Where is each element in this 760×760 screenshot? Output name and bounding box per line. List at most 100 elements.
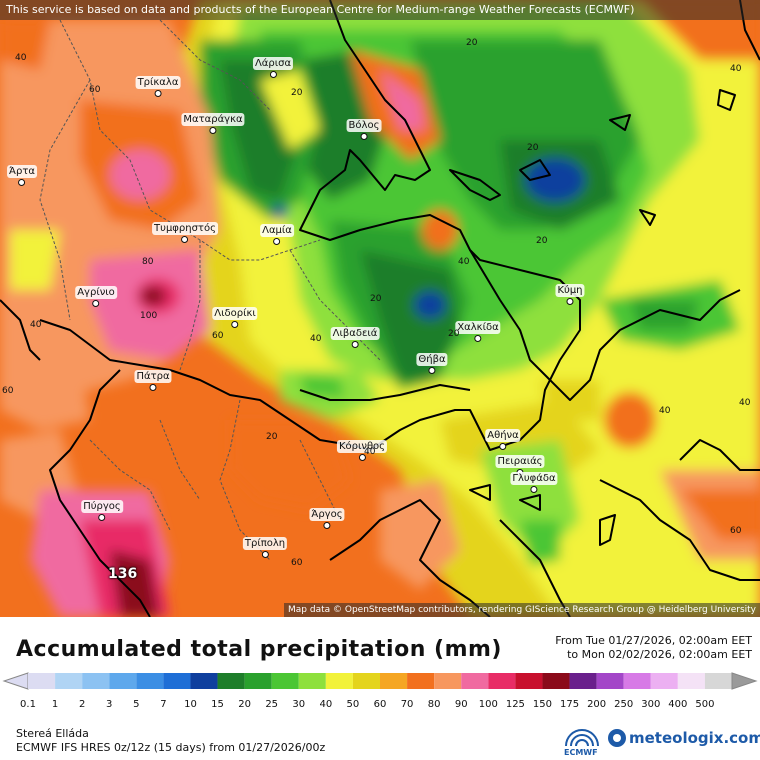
city-marker[interactable]: Τυμφρηστός xyxy=(152,222,218,243)
color-scale xyxy=(2,672,758,690)
city-marker[interactable]: Βόλος xyxy=(346,119,382,140)
city-dot xyxy=(499,443,507,450)
scale-swatch xyxy=(461,673,489,689)
city-marker[interactable]: Άργος xyxy=(309,508,345,529)
city-dot xyxy=(273,238,281,245)
city-label: Ματαράγκα xyxy=(181,113,245,126)
city-marker[interactable]: Τρίπολη xyxy=(242,537,288,558)
scale-swatch xyxy=(515,673,543,689)
city-dot xyxy=(92,300,100,307)
city-label: Τυμφρηστός xyxy=(152,222,218,235)
isoline-label: 40 xyxy=(310,334,322,344)
city-label: Βόλος xyxy=(346,119,382,132)
city-dot xyxy=(149,384,157,391)
city-label: Κόρινθος xyxy=(336,440,388,453)
city-marker[interactable]: Πάτρα xyxy=(134,370,172,391)
scale-tick-label: 0.1 xyxy=(20,699,36,710)
isoline-label: 60 xyxy=(212,331,224,341)
scale-tick-label: 90 xyxy=(454,699,468,710)
ecmwf-attribution: This service is based on data and produc… xyxy=(0,0,760,20)
meteologix-logo[interactable]: meteologix.com xyxy=(608,729,760,747)
city-marker[interactable]: Αγρίνιο xyxy=(75,286,117,307)
city-dot xyxy=(360,133,368,140)
city-dot xyxy=(474,335,482,342)
isoline-label: 60 xyxy=(89,85,101,95)
scale-tick-label: 200 xyxy=(587,699,607,710)
city-marker[interactable]: Αθήνα xyxy=(485,429,521,450)
scale-swatch xyxy=(704,673,732,689)
scale-swatch xyxy=(569,673,597,689)
scale-swatch xyxy=(623,673,651,689)
city-dot xyxy=(181,236,189,243)
city-marker[interactable]: Τρίκαλα xyxy=(135,76,181,97)
scale-swatch xyxy=(244,673,272,689)
city-dot xyxy=(98,514,106,521)
city-dot xyxy=(261,551,269,558)
scale-swatch xyxy=(82,673,110,689)
isoline-label: 60 xyxy=(2,386,14,396)
scale-tick-label: 10 xyxy=(184,699,197,710)
city-marker[interactable]: Λάρισα xyxy=(252,57,294,78)
scale-swatch xyxy=(190,673,218,689)
city-label: Λιδορίκι xyxy=(212,307,258,320)
model-info: ECMWF IFS HRES 0z/12z (15 days) from 01/… xyxy=(16,741,326,754)
scale-tick-label: 100 xyxy=(478,699,498,710)
isoline-label: 20 xyxy=(527,143,539,153)
scale-tick-label: 5 xyxy=(133,699,140,710)
city-marker[interactable]: Κύμη xyxy=(555,284,585,305)
scale-swatch xyxy=(163,673,191,689)
scale-tick-label: 7 xyxy=(160,699,167,710)
scale-swatch xyxy=(677,673,705,689)
city-marker[interactable]: Θήβα xyxy=(416,353,448,374)
city-marker[interactable]: Λιδορίκι xyxy=(212,307,258,328)
precipitation-map[interactable]: This service is based on data and produc… xyxy=(0,0,760,617)
isoline-label: 60 xyxy=(291,558,303,568)
city-label: Πειραιάς xyxy=(495,455,545,468)
isoline-label: 20 xyxy=(370,294,382,304)
city-marker[interactable]: Γλυφάδα xyxy=(510,472,558,493)
scale-tick-label: 2 xyxy=(78,699,86,710)
city-label: Τρίκαλα xyxy=(135,76,181,89)
city-label: Κύμη xyxy=(555,284,585,297)
city-marker[interactable]: Πύργος xyxy=(81,500,123,521)
period-to: to Mon 02/02/2026, 02:00am EET xyxy=(567,648,752,661)
scale-tick-label: 400 xyxy=(668,699,688,710)
isoline-label: 40 xyxy=(30,320,42,330)
city-label: Χαλκίδα xyxy=(455,321,501,334)
scale-tick-label: 25 xyxy=(265,699,279,710)
scale-tick-label: 3 xyxy=(106,699,113,710)
city-dot xyxy=(358,454,366,461)
scale-tick-label: 50 xyxy=(346,699,360,710)
isoline-label: 40 xyxy=(364,447,376,457)
scale-tick-label: 80 xyxy=(427,699,441,710)
city-marker[interactable]: Λαμία xyxy=(260,224,294,245)
city-marker[interactable]: Λιβαδειά xyxy=(330,327,380,348)
city-label: Γλυφάδα xyxy=(510,472,558,485)
legend-title: Accumulated total precipitation (mm) xyxy=(16,637,502,662)
meteologix-brand: meteologix.com xyxy=(629,729,760,747)
isoline-label: 20 xyxy=(536,236,548,246)
city-label: Άρτα xyxy=(7,165,37,178)
precipitation-field xyxy=(0,0,760,617)
city-label: Λάρισα xyxy=(252,57,294,70)
isoline-label: 80 xyxy=(142,257,154,267)
city-dot xyxy=(231,321,239,328)
scale-swatch xyxy=(596,673,624,689)
isoline-label: 40 xyxy=(458,257,470,267)
city-dot xyxy=(351,341,359,348)
region-name: Stereá Elláda xyxy=(16,727,89,740)
scale-arrow-left xyxy=(2,672,29,690)
city-marker[interactable]: Χαλκίδα xyxy=(455,321,501,342)
city-marker[interactable]: Κόρινθος xyxy=(336,440,388,461)
scale-swatch xyxy=(55,673,83,689)
scale-swatch xyxy=(28,673,56,689)
max-value-label: 136 xyxy=(108,566,138,582)
city-marker[interactable]: Ματαράγκα xyxy=(181,113,245,134)
city-label: Λιβαδειά xyxy=(330,327,380,340)
forecast-period: From Tue 01/27/2026, 02:00am EET to Mon … xyxy=(555,634,752,662)
ecmwf-label: ECMWF xyxy=(564,748,598,757)
meteologix-icon xyxy=(608,729,626,747)
city-marker[interactable]: Άρτα xyxy=(7,165,37,186)
city-label: Πάτρα xyxy=(134,370,172,383)
scale-swatch xyxy=(217,673,245,689)
